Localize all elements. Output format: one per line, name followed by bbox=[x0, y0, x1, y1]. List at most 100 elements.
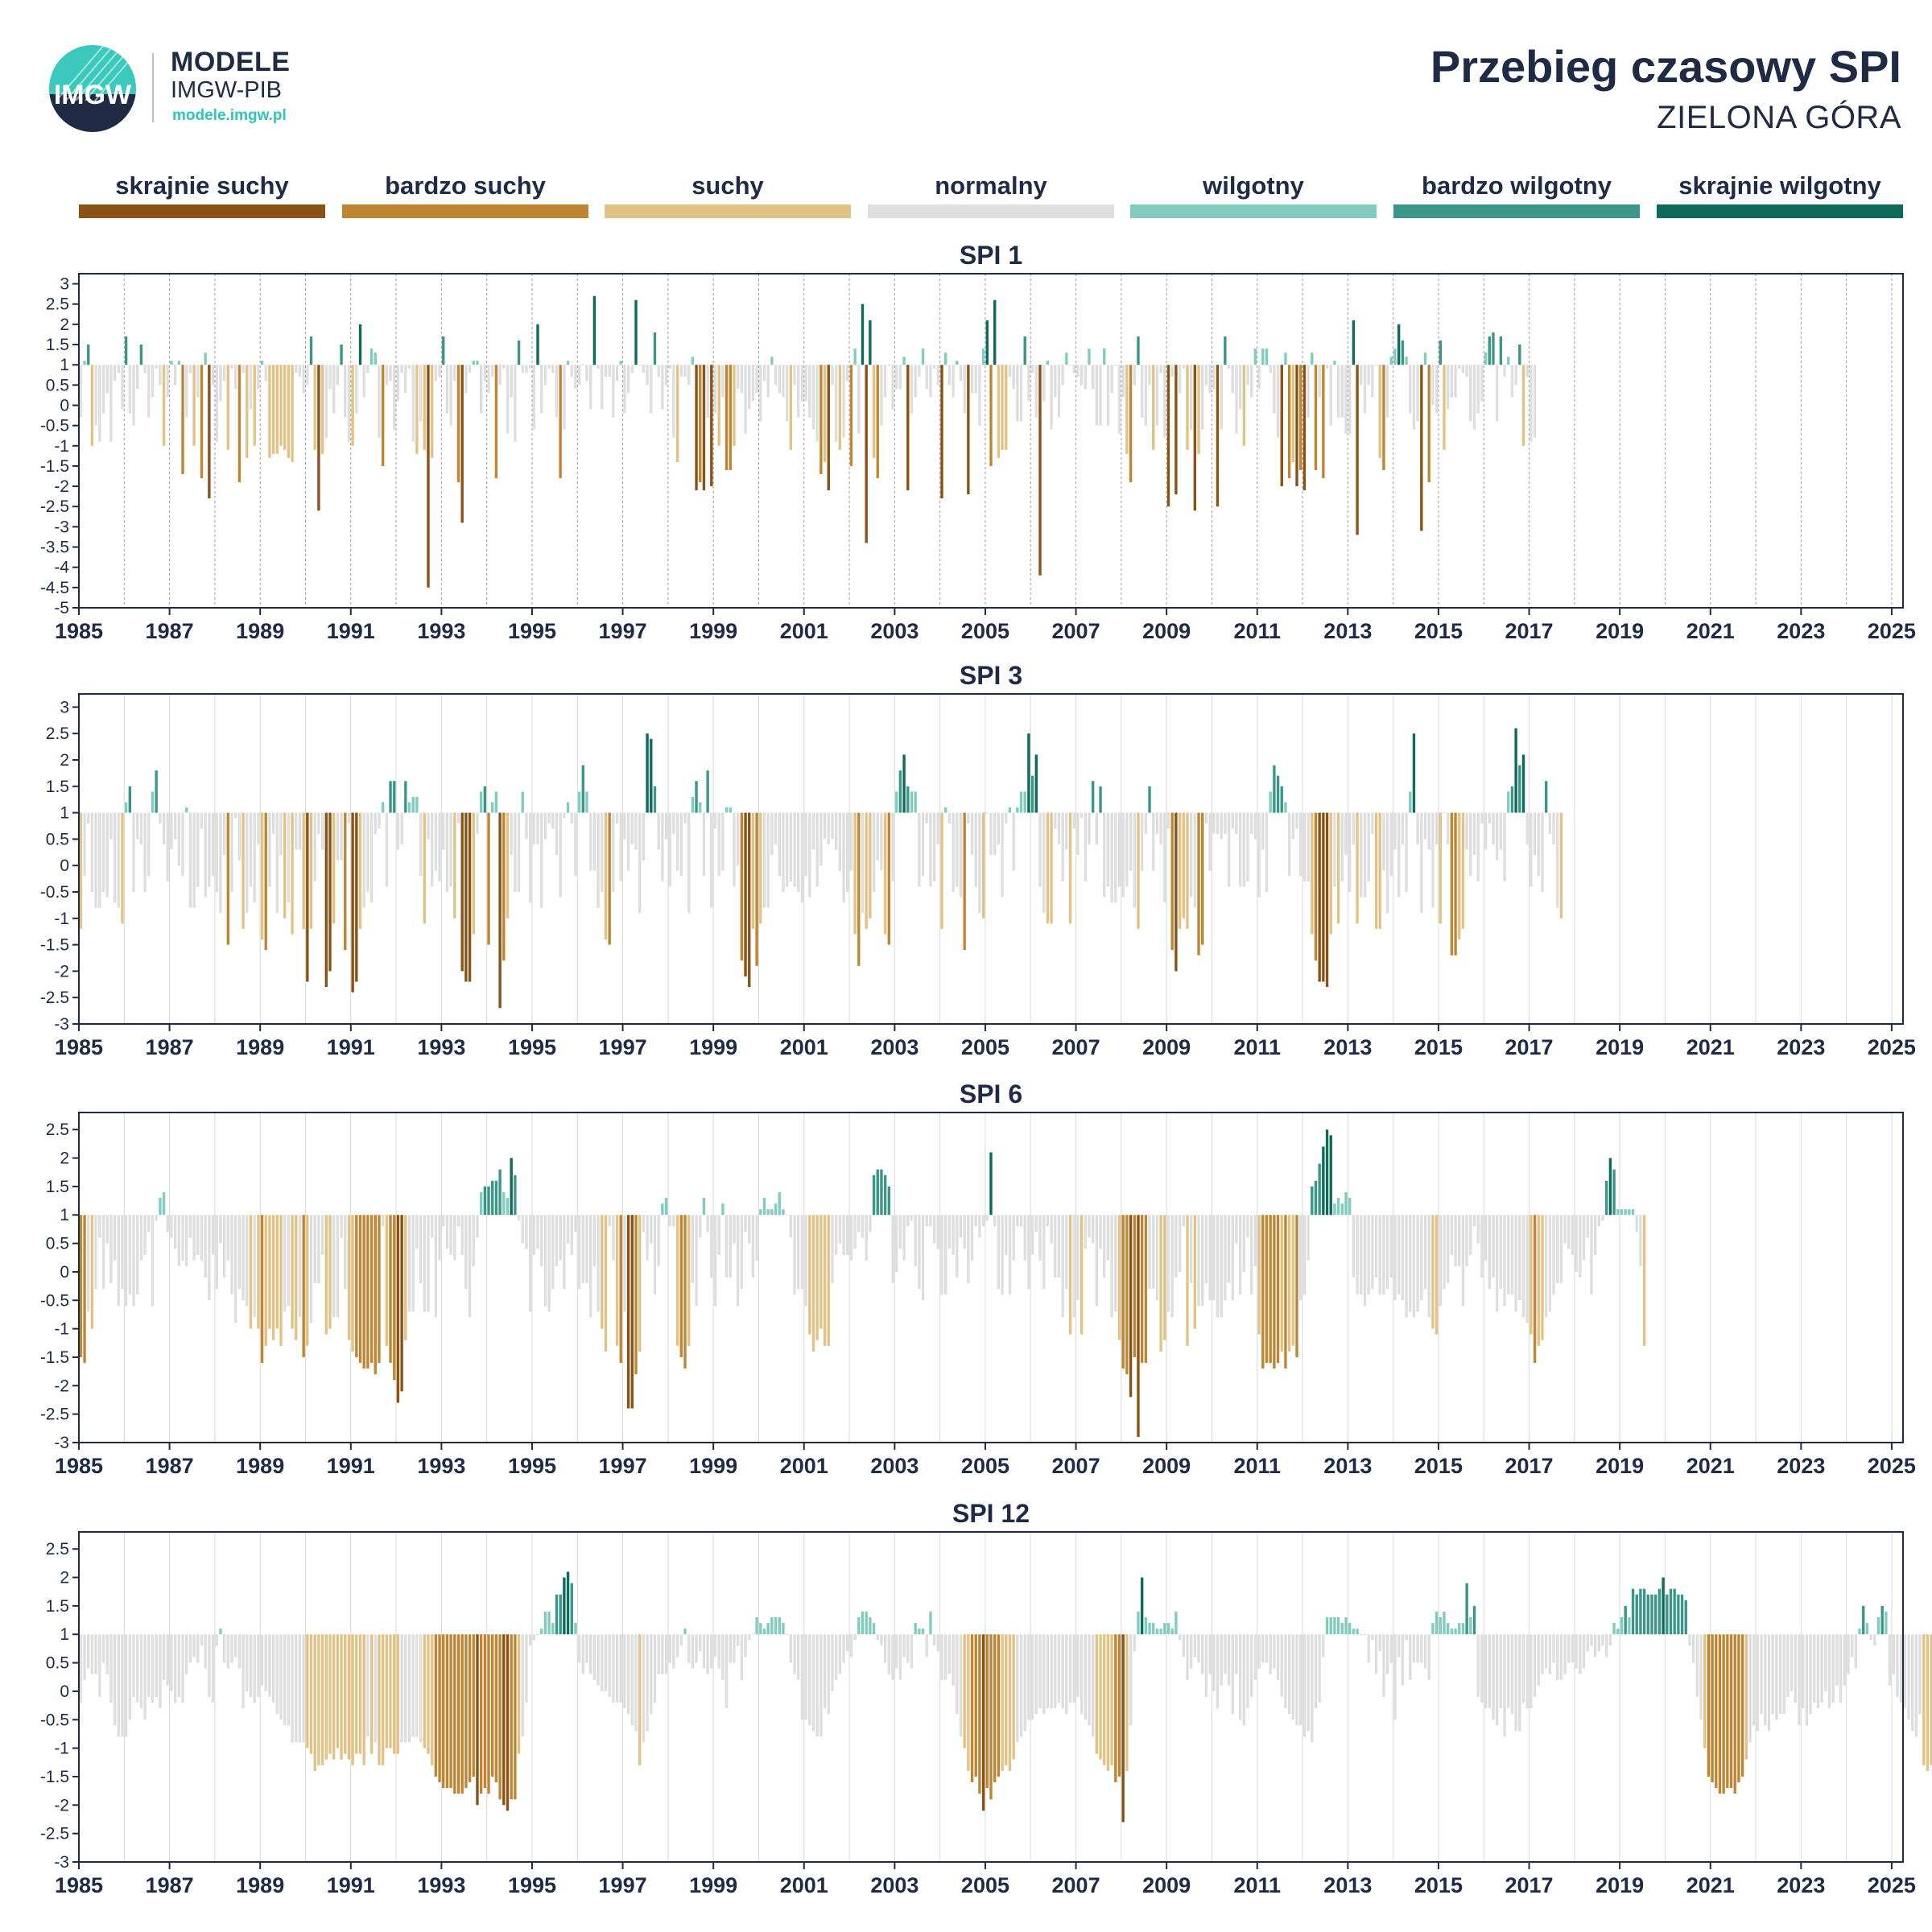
spi-bar bbox=[332, 812, 336, 924]
spi-bar bbox=[563, 1577, 566, 1635]
spi-bar bbox=[1363, 812, 1367, 898]
spi-bar bbox=[895, 791, 898, 813]
spi-bar bbox=[736, 1634, 740, 1646]
spi-bar bbox=[181, 1215, 184, 1261]
spi-bar bbox=[151, 791, 155, 813]
spi-bar bbox=[936, 1215, 940, 1249]
spi-bar bbox=[1865, 1623, 1869, 1635]
spi-bar bbox=[491, 1634, 494, 1777]
spi-bar bbox=[1382, 365, 1385, 470]
spi-bar bbox=[615, 1634, 619, 1703]
spi-bar bbox=[483, 365, 487, 382]
spi-bar bbox=[846, 812, 849, 892]
spi-bar bbox=[1224, 812, 1227, 834]
spi-bar bbox=[1782, 1634, 1785, 1715]
spi-bar bbox=[1246, 1215, 1249, 1238]
spi-bar bbox=[736, 365, 740, 390]
spi-bar bbox=[744, 1634, 747, 1657]
spi-bar bbox=[1325, 365, 1329, 369]
spi-bar bbox=[626, 1634, 630, 1715]
spi-bar bbox=[366, 365, 369, 374]
spi-bar bbox=[612, 812, 615, 892]
spi-bar bbox=[589, 1634, 592, 1674]
spi-bar bbox=[1431, 812, 1435, 908]
spi-bar bbox=[1336, 1617, 1340, 1635]
spi-bar bbox=[260, 361, 264, 365]
spi-bar bbox=[1091, 1215, 1095, 1244]
spi-bar bbox=[230, 812, 233, 892]
spi-bar bbox=[664, 1634, 668, 1674]
spi-bar bbox=[1016, 1634, 1019, 1743]
spi-bar bbox=[456, 1215, 460, 1227]
spi-bar bbox=[427, 1634, 430, 1754]
spi-bar bbox=[90, 1215, 94, 1329]
plot-frame bbox=[78, 273, 1904, 609]
spi-bar bbox=[1439, 341, 1442, 365]
x-tick-label: 2025 bbox=[1868, 1035, 1916, 1059]
spi-bar bbox=[559, 812, 562, 898]
spi-bar bbox=[597, 812, 600, 908]
spi-bar bbox=[351, 812, 354, 993]
spi-bar bbox=[449, 1215, 452, 1255]
spi-bar bbox=[1012, 812, 1015, 871]
spi-bar bbox=[1133, 365, 1136, 386]
spi-bar bbox=[713, 1215, 717, 1307]
spi-bar bbox=[1548, 812, 1552, 834]
spi-bar bbox=[1918, 1634, 1922, 1715]
spi-bar bbox=[1291, 1634, 1295, 1720]
spi-bar bbox=[601, 812, 604, 892]
spi-bar bbox=[675, 812, 679, 871]
spi-bar bbox=[1280, 1215, 1283, 1352]
spi-bar bbox=[166, 1634, 169, 1686]
spi-bar bbox=[1492, 1215, 1495, 1278]
spi-bar bbox=[778, 1617, 781, 1635]
spi-bar bbox=[487, 1634, 490, 1794]
spi-bar bbox=[1371, 1634, 1374, 1641]
spi-bar bbox=[1212, 1215, 1216, 1301]
spi-bar bbox=[1284, 1634, 1287, 1709]
legend-swatch bbox=[605, 204, 851, 218]
spi-bar bbox=[1503, 365, 1506, 378]
spi-bar bbox=[1401, 812, 1405, 844]
spi-bar bbox=[162, 365, 166, 446]
spi-bar bbox=[1393, 812, 1397, 850]
spi-bar bbox=[358, 1215, 362, 1364]
spi-bar bbox=[340, 345, 343, 365]
spi-bar bbox=[653, 1215, 657, 1295]
spi-bar bbox=[491, 1180, 494, 1216]
spi-bar bbox=[797, 365, 800, 418]
spi-bar bbox=[347, 812, 351, 824]
spi-bar bbox=[1556, 1215, 1559, 1284]
spi-bar bbox=[1050, 812, 1053, 924]
spi-bar bbox=[1019, 791, 1023, 813]
y-tick-label: 2 bbox=[60, 1150, 69, 1168]
spi-bar bbox=[298, 365, 302, 378]
spi-bar bbox=[1360, 812, 1363, 898]
spi-bar bbox=[608, 365, 611, 378]
spi-bar bbox=[514, 365, 517, 442]
spi-bar bbox=[838, 1634, 842, 1674]
spi-bar bbox=[1393, 1634, 1397, 1720]
spi-bar bbox=[1356, 365, 1359, 535]
spi-bar bbox=[815, 1634, 819, 1737]
spi-bar bbox=[1412, 1634, 1416, 1663]
legend-item-dry: suchy bbox=[605, 171, 851, 218]
spi-bar bbox=[1533, 365, 1537, 438]
spi-bar bbox=[1439, 1215, 1442, 1307]
spi-bar bbox=[211, 1634, 215, 1703]
spi-bar bbox=[411, 796, 415, 813]
spi-bar bbox=[574, 1623, 577, 1635]
spi-bar bbox=[396, 812, 400, 850]
spi-bar bbox=[1873, 1634, 1876, 1646]
spi-bar bbox=[766, 812, 770, 908]
spi-bar bbox=[438, 1215, 441, 1261]
spi-bar bbox=[653, 786, 657, 813]
y-tick-label: -1.5 bbox=[40, 1768, 69, 1786]
spi-bar bbox=[1061, 1634, 1064, 1709]
spi-bar bbox=[880, 1634, 883, 1646]
brand-url-link[interactable]: modele.imgw.pl bbox=[172, 107, 287, 124]
spi-bar bbox=[849, 365, 853, 466]
spi-bar bbox=[494, 1634, 498, 1783]
spi-bar bbox=[279, 812, 283, 856]
spi-bar bbox=[555, 1215, 559, 1266]
